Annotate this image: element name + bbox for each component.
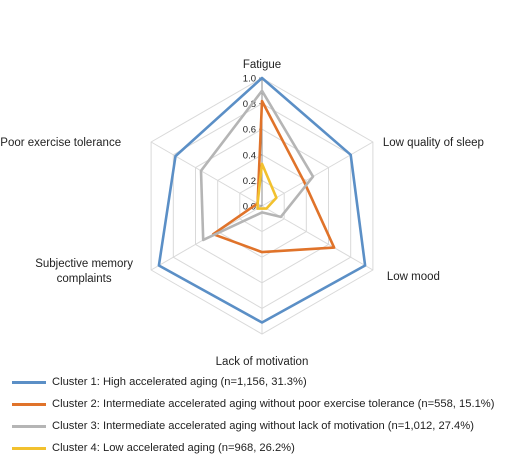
- axis-label: Fatigue: [243, 59, 281, 71]
- legend-label: Cluster 3: Intermediate accelerated agin…: [52, 420, 474, 432]
- radial-tick-label: 0.6: [243, 125, 256, 136]
- series-line-cluster-1: [157, 76, 367, 324]
- legend-swatch: [12, 424, 46, 428]
- legend-label: Cluster 4: Low accelerated aging (n=968,…: [52, 442, 295, 454]
- series-line-cluster-3: [199, 89, 315, 242]
- legend-swatch: [12, 446, 46, 450]
- legend-item-cluster-2: Cluster 2: Intermediate accelerated agin…: [12, 393, 517, 415]
- radial-tick-label: 0.2: [243, 176, 256, 187]
- radial-tick-label: 0.8: [243, 99, 256, 110]
- radar-plot-area: 0.0 0.2 0.4 0.6 0.8 1.0 Fatigue Low quality of …: [0, 59, 484, 368]
- radial-tick-label: 0.0: [243, 202, 256, 213]
- legend-label: Cluster 2: Intermediate accelerated agin…: [52, 398, 495, 410]
- legend-label: Cluster 1: High accelerated aging (n=1,1…: [52, 376, 307, 388]
- axis-label: Low quality of sleep: [383, 137, 484, 149]
- radial-tick-label: 0.4: [243, 150, 256, 161]
- series-line-cluster-4: [256, 162, 278, 210]
- axis-label: Lack of motivation: [216, 356, 309, 368]
- legend-item-cluster-3: Cluster 3: Intermediate accelerated agin…: [12, 415, 517, 437]
- legend-swatch: [12, 402, 46, 406]
- legend-item-cluster-4: Cluster 4: Low accelerated aging (n=968,…: [12, 437, 517, 459]
- axis-label: Poor exercise tolerance: [0, 137, 121, 149]
- axis-label: Low mood: [387, 271, 440, 283]
- legend: Cluster 1: High accelerated aging (n=1,1…: [12, 371, 517, 459]
- legend-swatch: [12, 380, 46, 384]
- axis-label: Subjective memory complaints: [35, 258, 133, 285]
- legend-item-cluster-1: Cluster 1: High accelerated aging (n=1,1…: [12, 371, 517, 393]
- radial-tick-label: 1.0: [243, 74, 256, 85]
- axis-spoke: [261, 141, 374, 207]
- axis-spoke: [150, 141, 263, 207]
